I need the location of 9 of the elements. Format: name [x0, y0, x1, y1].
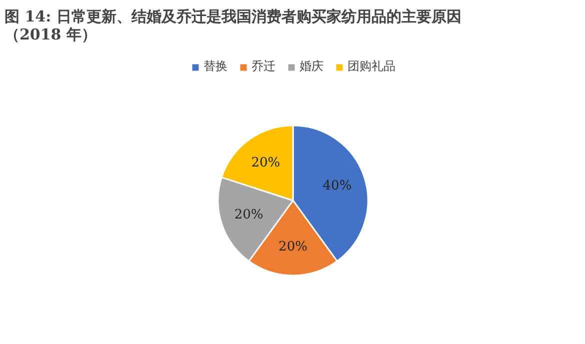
data-label: 20% [251, 155, 280, 170]
legend-label: 乔迁 [252, 58, 276, 75]
legend-label: 替换 [204, 58, 228, 75]
chart-title: 图 14: 日常更新、结婚及乔迁是我国消费者购买家纺用品的主要原因（2018 年） [4, 8, 462, 44]
data-label: 40% [322, 178, 352, 194]
legend-label: 团购礼品 [348, 58, 396, 75]
legend-label: 婚庆 [300, 58, 324, 75]
data-label: 20% [278, 239, 308, 254]
data-label: 20% [234, 207, 264, 222]
